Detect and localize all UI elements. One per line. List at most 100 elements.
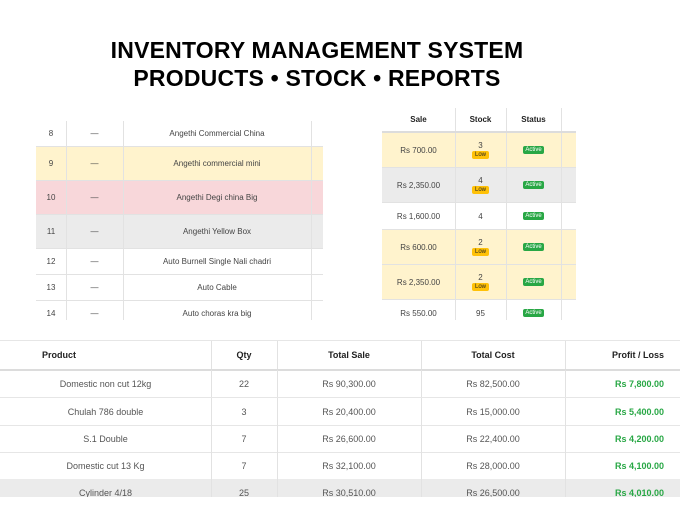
status-badge: Active (523, 181, 544, 189)
header-sale: Sale (382, 108, 456, 131)
status-cell: Active (506, 230, 562, 264)
table-row[interactable]: S.1 Double 7 Rs 26,600.00 Rs 22,400.00 R… (0, 425, 680, 453)
status-badge: Active (523, 243, 544, 251)
product-name: Angethi Commercial China (123, 121, 312, 146)
product-name: Auto Burnell Single Nali chadri (123, 249, 312, 274)
low-stock-badge: Low (471, 283, 489, 291)
product-dash: — (66, 215, 124, 248)
page-title: INVENTORY MANAGEMENT SYSTEM (110, 37, 524, 63)
report-profit: Rs 7,800.00 (614, 378, 664, 389)
report-total-sale: Rs 30,510.00 (277, 479, 422, 497)
product-dash: — (66, 301, 124, 320)
report-total-sale: Rs 32,100.00 (277, 452, 422, 479)
product-id: 14 (36, 301, 67, 320)
table-row[interactable]: Cylinder 4/18 25 Rs 30,510.00 Rs 26,500.… (0, 479, 680, 497)
table-row[interactable]: Rs 700.00 3 Low Active (382, 133, 576, 168)
table-row[interactable]: 11 — Angethi Yellow Box (36, 215, 323, 249)
report-total-sale: Rs 90,300.00 (277, 370, 422, 397)
product-dash: — (66, 181, 124, 214)
table-row[interactable]: 8 — Angethi Commercial China (36, 121, 323, 147)
stock-cell: 2 Low (455, 230, 507, 264)
table-row[interactable]: Rs 600.00 2 Low Active (382, 230, 576, 265)
stock-table: Sale Stock Status Rs 700.00 3 Low Active … (382, 108, 576, 320)
sale-value: Rs 1,600.00 (382, 203, 456, 229)
report-qty: 3 (211, 398, 278, 425)
stock-cell: 3 Low (455, 133, 507, 167)
report-qty: 7 (211, 425, 278, 452)
report-total-cost: Rs 22,400.00 (421, 425, 566, 452)
report-profit: Rs 4,010.00 (614, 487, 664, 498)
status-cell: Active (506, 203, 562, 229)
page-subtitle: PRODUCTS • STOCK • REPORTS (133, 65, 501, 91)
stock-cell: 2 Low (455, 265, 507, 299)
report-product: Domestic non cut 12kg (0, 370, 212, 397)
report-profit: Rs 5,400.00 (614, 406, 664, 417)
table-row[interactable]: 14 — Auto choras kra big (36, 301, 323, 320)
report-profit: Rs 4,100.00 (614, 460, 664, 471)
header-qty: Qty (211, 341, 278, 369)
stock-value: 4 (478, 176, 483, 185)
low-stock-badge: Low (471, 186, 489, 194)
report-product: Chulah 786 double (0, 398, 212, 425)
status-cell: Active (506, 265, 562, 299)
report-table-header: Product Qty Total Sale Total Cost Profit… (0, 340, 680, 371)
sale-value: Rs 600.00 (382, 230, 456, 264)
table-row[interactable]: Rs 2,350.00 4 Low Active (382, 168, 576, 203)
product-name: Angethi Degi china Big (123, 181, 312, 214)
status-cell: Active (506, 168, 562, 202)
table-row[interactable]: 13 — Auto Cable (36, 275, 323, 301)
report-qty: 7 (211, 452, 278, 479)
product-id: 8 (36, 121, 67, 146)
table-row[interactable]: Rs 2,350.00 2 Low Active (382, 265, 576, 300)
report-total-cost: Rs 82,500.00 (421, 370, 566, 397)
stock-value: 95 (455, 300, 507, 320)
table-row[interactable]: Rs 550.00 95 Active (382, 300, 576, 320)
table-row[interactable]: Domestic cut 13 Kg 7 Rs 32,100.00 Rs 28,… (0, 452, 680, 480)
status-cell: Active (506, 300, 562, 320)
table-row[interactable]: Domestic non cut 12kg 22 Rs 90,300.00 Rs… (0, 370, 680, 398)
sale-value: Rs 700.00 (382, 133, 456, 167)
sale-value: Rs 2,350.00 (382, 265, 456, 299)
product-id: 12 (36, 249, 67, 274)
report-total-cost: Rs 28,000.00 (421, 452, 566, 479)
report-product: Domestic cut 13 Kg (0, 452, 212, 479)
table-row[interactable]: 10 — Angethi Degi china Big (36, 181, 323, 215)
status-badge: Active (523, 146, 544, 154)
sale-value: Rs 550.00 (382, 300, 456, 320)
report-qty: 22 (211, 370, 278, 397)
header-stock: Stock (455, 108, 507, 131)
status-badge: Active (523, 309, 544, 317)
table-row[interactable]: 12 — Auto Burnell Single Nali chadri (36, 249, 323, 275)
status-cell: Active (506, 133, 562, 167)
product-name: Angethi commercial mini (123, 147, 312, 180)
report-total-cost: Rs 26,500.00 (421, 479, 566, 497)
report-table: Product Qty Total Sale Total Cost Profit… (0, 340, 680, 497)
header-total-sale: Total Sale (277, 341, 422, 369)
report-total-sale: Rs 26,600.00 (277, 425, 422, 452)
report-total-sale: Rs 20,400.00 (277, 398, 422, 425)
stock-value: 4 (455, 203, 507, 229)
header-profit-loss: Profit / Loss (611, 350, 664, 360)
stock-cell: 4 Low (455, 168, 507, 202)
report-total-cost: Rs 15,000.00 (421, 398, 566, 425)
low-stock-badge: Low (471, 248, 489, 256)
status-badge: Active (523, 278, 544, 286)
product-id: 9 (36, 147, 67, 180)
product-dash: — (66, 121, 124, 146)
status-badge: Active (523, 212, 544, 220)
table-row[interactable]: Rs 1,600.00 4 Active (382, 203, 576, 230)
table-row[interactable]: 9 — Angethi commercial mini (36, 147, 323, 181)
product-name: Angethi Yellow Box (123, 215, 312, 248)
product-name: Auto Cable (123, 275, 312, 300)
stock-value: 2 (478, 273, 483, 282)
product-id: 13 (36, 275, 67, 300)
header-total-cost: Total Cost (421, 341, 566, 369)
products-table: 8 — Angethi Commercial China 9 — Angethi… (36, 121, 323, 320)
report-product: Cylinder 4/18 (0, 479, 212, 497)
table-row[interactable]: Chulah 786 double 3 Rs 20,400.00 Rs 15,0… (0, 398, 680, 426)
product-dash: — (66, 275, 124, 300)
sale-value: Rs 2,350.00 (382, 168, 456, 202)
product-id: 11 (36, 215, 67, 248)
report-profit: Rs 4,200.00 (614, 433, 664, 444)
product-dash: — (66, 147, 124, 180)
